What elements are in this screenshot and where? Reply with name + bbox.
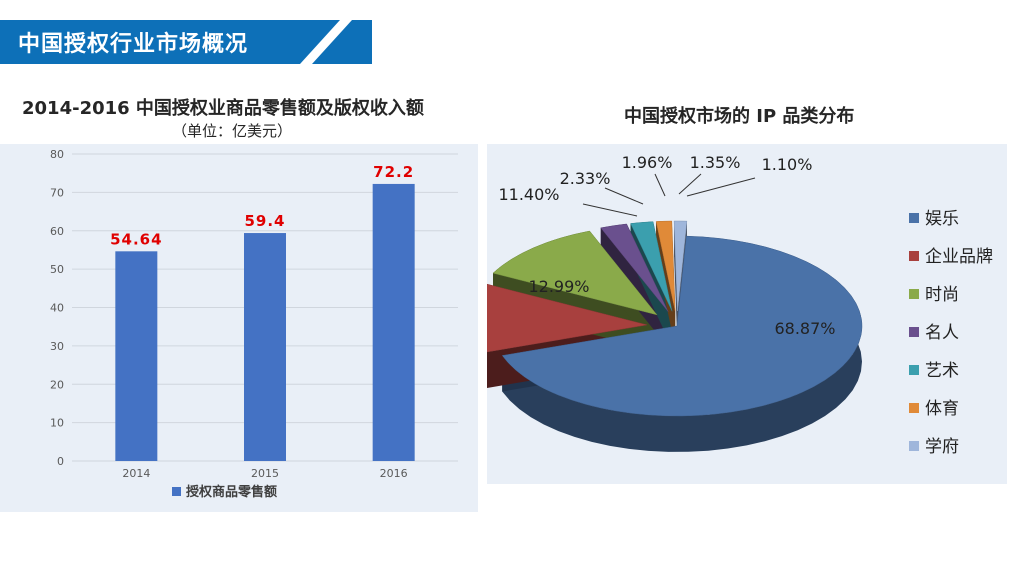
pie-legend-label: 娱乐: [925, 209, 959, 229]
header-banner: 中国授权行业市场概况: [0, 20, 380, 64]
pie-slice: [492, 230, 658, 316]
pie-slice: [655, 220, 676, 312]
pie-data-label: 1.96%: [622, 153, 673, 172]
y-tick-label: 20: [50, 378, 64, 391]
pie-legend-label: 名人: [925, 323, 959, 343]
pie-slice: [673, 220, 688, 312]
leader-line: [686, 177, 756, 197]
bar-chart-subtitle: （单位：亿美元）: [172, 122, 293, 140]
leader-line: [582, 203, 638, 217]
y-tick-label: 80: [50, 148, 64, 161]
leader-line: [604, 187, 644, 205]
leader-line: [654, 173, 666, 197]
y-tick-label: 50: [50, 263, 64, 276]
y-tick-label: 10: [50, 417, 64, 430]
bar-chart: 0 10 20 30 40 50 60 70 80 54.64 2014 59.4 2015 72.2 20…: [0, 144, 478, 512]
pie-legend-label: 企业品牌: [925, 247, 993, 267]
pie-legend-swatch: [909, 441, 919, 451]
pie-slice: [501, 235, 863, 417]
pie-legend-swatch: [909, 213, 919, 223]
x-tick-label: 2015: [251, 467, 279, 480]
pie-legend-swatch: [909, 403, 919, 413]
y-tick-label: 60: [50, 225, 64, 238]
page-title: 中国授权行业市场概况: [18, 32, 249, 57]
bar-data-label: 72.2: [373, 163, 414, 181]
pie-legend-swatch: [909, 327, 919, 337]
banner-shape: [0, 20, 372, 64]
bar: [372, 183, 415, 461]
bar-chart-panel: 0 10 20 30 40 50 60 70 80 54.64 2014 59.4 2015 72.2 20…: [0, 144, 478, 512]
y-tick-label: 0: [57, 455, 64, 468]
pie-chart: 68.87% 12.99% 11.40%2.33% 1.96% 1.35% 1.10% 娱乐…: [487, 144, 1007, 484]
bar: [115, 251, 158, 461]
y-tick-label: 40: [50, 302, 64, 315]
pie-legend-label: 艺术: [925, 361, 959, 381]
pie-data-label: 2.33%: [560, 169, 611, 188]
pie-legend-swatch: [909, 365, 919, 375]
pie-chart-panel: 68.87% 12.99% 11.40% 2.33% 1.96% 1.35% 1.10% 娱乐…: [487, 144, 1007, 484]
pie-legend-label: 时尚: [925, 285, 959, 305]
pie-legend-swatch: [909, 289, 919, 299]
pie-legend-swatch: [909, 251, 919, 261]
pie-slice-wall: [674, 221, 678, 348]
pie-data-label: 68.87%: [774, 319, 835, 338]
pie-data-label: 1.10%: [762, 155, 813, 174]
bar-data-label: 54.64: [110, 230, 162, 248]
legend-label: 授权商品零售额: [186, 484, 277, 500]
y-tick-label: 30: [50, 340, 64, 353]
pie-chart-title: 中国授权市场的 IP 品类分布: [624, 106, 855, 127]
pie-slice: [600, 223, 669, 312]
x-tick-label: 2014: [122, 467, 150, 480]
x-tick-label: 2016: [380, 467, 408, 480]
pie-data-label: 12.99%: [528, 277, 589, 296]
legend-swatch: [172, 487, 181, 496]
pie-legend-label: 学府: [925, 437, 959, 457]
pie-data-label: 1.35%: [690, 153, 741, 172]
pie-slices: [487, 220, 863, 452]
pie-data-label: 11.40%: [498, 185, 559, 204]
bar: [244, 233, 286, 461]
pie-slice: [630, 221, 673, 312]
pie-legend-label: 体育: [925, 399, 959, 419]
pie-slice: [487, 283, 648, 353]
bar-data-label: 59.4: [244, 212, 285, 230]
y-tick-label: 70: [50, 186, 64, 199]
bar-chart-title: 2014-2016 中国授权业商品零售额及版权收入额: [22, 98, 424, 119]
leader-line: [678, 173, 702, 195]
